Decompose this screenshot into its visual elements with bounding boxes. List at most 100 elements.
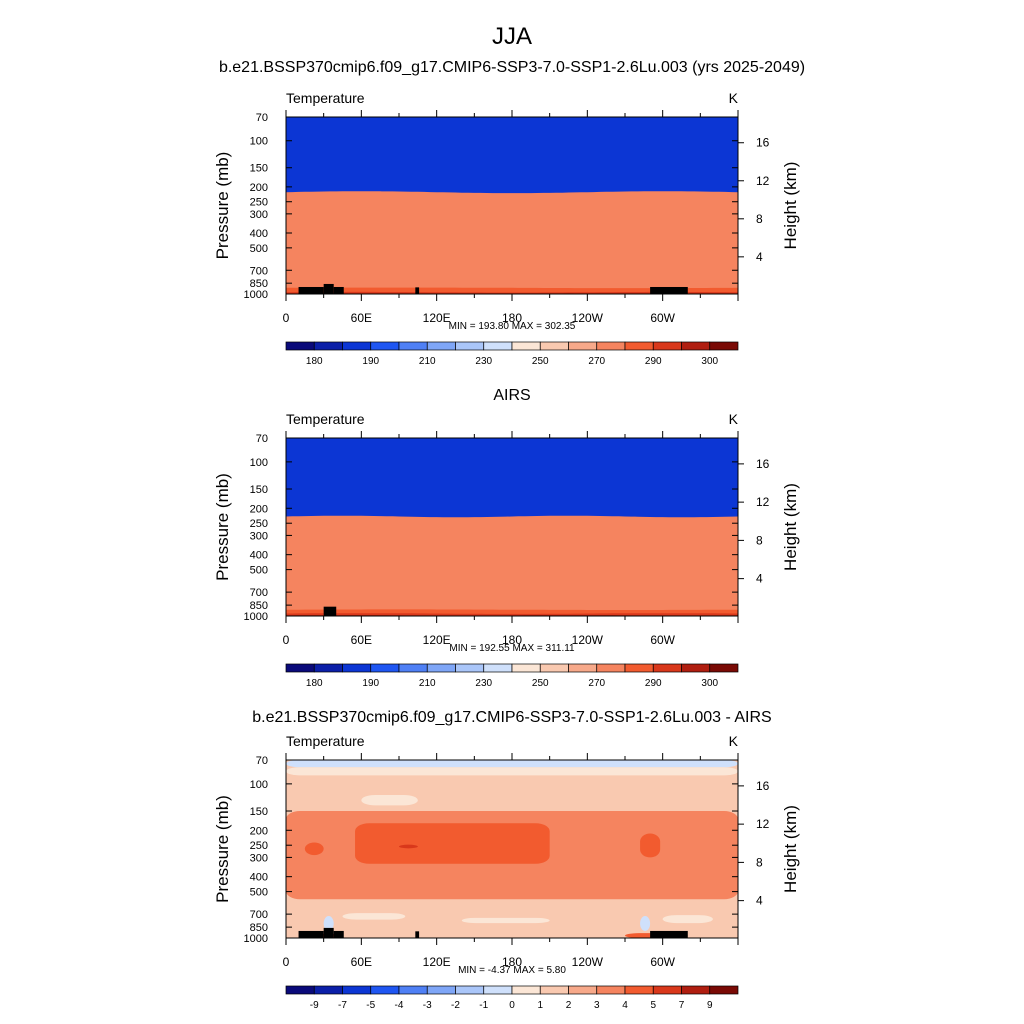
y-tick-label: 70 — [256, 755, 268, 767]
contour-band — [286, 117, 738, 194]
colorbar-swatch — [568, 985, 598, 995]
y-tick-label: 850 — [250, 922, 268, 934]
colorbar-label: -7 — [338, 1000, 347, 1011]
contour-region — [640, 916, 651, 931]
contour-field — [286, 760, 738, 938]
colorbar-swatch — [511, 663, 541, 673]
topography-mask — [298, 286, 324, 294]
colorbar-label: 190 — [362, 356, 379, 367]
y-tick-label: 850 — [250, 278, 268, 290]
contour-field — [286, 117, 738, 294]
colorbar-label: 250 — [532, 678, 549, 689]
panel-3: b.e21.BSSP370cmip6.f09_g17.CMIP6-SSP3-7.… — [213, 709, 800, 1011]
colorbar: 180 190 210 230 250 270 290 300 — [285, 341, 739, 367]
colorbar-swatch — [398, 663, 428, 673]
colorbar-swatch — [568, 341, 598, 351]
topography-mask — [323, 606, 337, 616]
x-tick-label: 120E — [423, 955, 451, 969]
y-tick-label: 100 — [250, 457, 268, 469]
height-tick-label: 16 — [756, 136, 770, 150]
colorbar-swatch — [398, 985, 428, 995]
colorbar-swatch — [709, 341, 739, 351]
y-tick-label: 500 — [250, 243, 268, 255]
colorbar-label: 9 — [707, 1000, 713, 1011]
colorbar-swatch — [709, 663, 739, 673]
colorbar-swatch — [455, 985, 485, 995]
height-tick-label: 4 — [756, 572, 763, 586]
colorbar-swatch — [285, 663, 315, 673]
colorbar-swatch — [539, 341, 569, 351]
colorbar-label: -9 — [310, 1000, 319, 1011]
colorbar-label: 0 — [509, 1000, 515, 1011]
colorbar-swatch — [596, 985, 626, 995]
y-tick-label: 300 — [250, 852, 268, 864]
y-tick-label: 100 — [250, 136, 268, 148]
colorbar: 180 190 210 230 250 270 290 300 — [285, 663, 739, 689]
colorbar-swatch — [455, 341, 485, 351]
x-tick-label: 180 — [502, 311, 522, 325]
colorbar-label: 2 — [566, 1000, 572, 1011]
colorbar-swatch — [313, 985, 343, 995]
x-tick-label: 60W — [650, 311, 675, 325]
colorbar-swatch — [652, 663, 682, 673]
colorbar-swatch — [624, 663, 654, 673]
colorbar-swatch — [652, 985, 682, 995]
height-axis-label: Height (km) — [781, 805, 800, 893]
colorbar-label: -1 — [479, 1000, 488, 1011]
height-tick-label: 4 — [756, 894, 763, 908]
y-tick-label: 1000 — [244, 611, 268, 623]
topography-mask — [323, 283, 334, 294]
y-tick-label: 70 — [256, 433, 268, 445]
y-tick-label: 250 — [250, 518, 268, 530]
colorbar-label: 190 — [362, 678, 379, 689]
x-tick-label: 120W — [572, 955, 604, 969]
colorbar-swatch — [681, 985, 711, 995]
topography-mask — [333, 930, 344, 938]
colorbar-label: 300 — [701, 356, 718, 367]
colorbar-swatch — [426, 341, 456, 351]
panel-subtitle: b.e21.BSSP370cmip6.f09_g17.CMIP6-SSP3-7.… — [252, 709, 771, 726]
units-label: K — [729, 411, 739, 427]
figure-title: JJA — [492, 23, 532, 50]
colorbar-swatch — [483, 985, 513, 995]
colorbar-swatch — [681, 341, 711, 351]
topography-mask — [650, 930, 688, 938]
colorbar-label: -2 — [451, 1000, 460, 1011]
colorbar-label: 210 — [419, 356, 436, 367]
colorbar-swatch — [483, 663, 513, 673]
colorbar-swatch — [652, 341, 682, 351]
contour-region — [286, 767, 738, 776]
contour-region — [304, 842, 324, 856]
contour-region — [461, 917, 550, 924]
y-tick-label: 250 — [250, 840, 268, 852]
contour-region — [323, 916, 334, 931]
contour-region — [355, 823, 550, 864]
variable-label: Temperature — [286, 411, 365, 427]
colorbar-swatch — [370, 341, 400, 351]
x-tick-label: 60W — [650, 633, 675, 647]
y-tick-label: 200 — [250, 182, 268, 194]
x-tick-label: 0 — [283, 311, 290, 325]
contour-region — [361, 794, 418, 806]
x-tick-label: 60W — [650, 955, 675, 969]
x-tick-label: 0 — [283, 633, 290, 647]
x-tick-label: 120W — [572, 633, 604, 647]
contour-region — [386, 927, 538, 935]
colorbar-label: -4 — [395, 1000, 404, 1011]
colorbar-label: -5 — [366, 1000, 375, 1011]
colorbar-swatch — [342, 663, 372, 673]
y-tick-label: 700 — [250, 265, 268, 277]
colorbar-swatch — [285, 341, 315, 351]
variable-label: Temperature — [286, 90, 365, 106]
y-axis-label: Pressure (mb) — [213, 473, 232, 581]
colorbar-swatch — [681, 663, 711, 673]
stats-label: MIN = -4.37 MAX = 5.80 — [458, 965, 566, 976]
height-axis-label: Height (km) — [781, 162, 800, 250]
colorbar-label: 5 — [650, 1000, 656, 1011]
topography-mask — [415, 931, 420, 938]
colorbar-label: 300 — [701, 678, 718, 689]
colorbar-swatch — [511, 341, 541, 351]
y-tick-label: 850 — [250, 600, 268, 612]
contour-region — [640, 833, 661, 858]
topography-mask — [298, 930, 324, 938]
